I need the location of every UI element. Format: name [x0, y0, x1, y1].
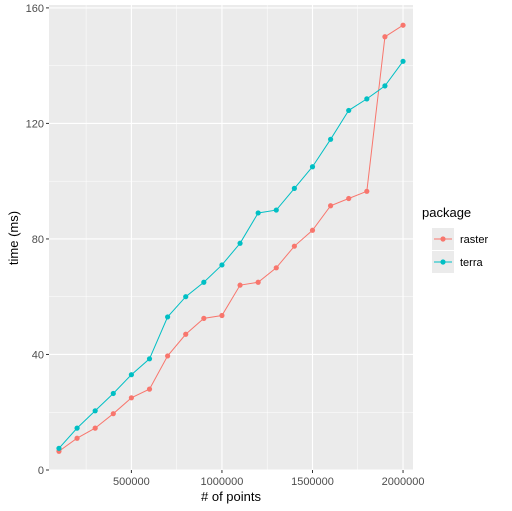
data-point-terra	[183, 294, 189, 300]
data-point-raster	[128, 395, 134, 401]
legend-item-raster: raster	[432, 228, 488, 250]
minor-gridlines	[49, 5, 413, 470]
data-point-raster	[74, 435, 80, 441]
y-tick-label: 80	[32, 234, 44, 246]
data-point-raster	[183, 331, 189, 337]
x-axis-ticks: 500000 1000000 1500000 2000000	[113, 470, 424, 488]
data-point-raster	[328, 203, 334, 209]
y-tick-label: 120	[26, 118, 44, 130]
data-point-terra	[382, 83, 388, 89]
data-point-raster	[201, 315, 207, 321]
x-tick-label: 1500000	[291, 476, 334, 488]
data-point-terra	[255, 210, 261, 216]
data-point-terra	[346, 107, 352, 114]
major-gridlines	[49, 5, 413, 471]
data-point-terra	[56, 445, 62, 451]
data-point-terra	[165, 314, 171, 320]
data-point-raster	[237, 282, 243, 288]
data-point-raster	[165, 353, 171, 359]
x-tick-label: 2000000	[382, 476, 425, 488]
y-tick-label: 160	[26, 3, 44, 15]
data-point-raster	[364, 188, 370, 194]
data-point-raster	[146, 386, 153, 392]
series-terra	[56, 58, 406, 451]
data-point-terra	[364, 96, 370, 102]
legend-item-terra: terra	[432, 251, 484, 273]
legend-key-point	[440, 259, 446, 265]
data-point-raster	[309, 227, 316, 233]
series-line-terra	[58, 61, 404, 449]
data-point-raster	[110, 411, 116, 417]
series-layer	[56, 22, 406, 454]
y-axis-title: time (ms)	[6, 211, 21, 265]
data-point-terra	[309, 164, 316, 170]
data-point-raster	[219, 312, 225, 319]
data-point-raster	[382, 34, 388, 40]
data-point-terra	[146, 356, 153, 362]
legend-key-point	[440, 236, 446, 242]
legend-label: raster	[460, 234, 488, 246]
data-point-raster	[291, 243, 297, 249]
legend: package raster terra	[422, 205, 488, 273]
x-tick-label: 500000	[113, 476, 150, 488]
data-point-terra	[400, 58, 406, 64]
data-point-terra	[201, 279, 207, 285]
x-axis-title: # of points	[201, 489, 261, 504]
data-point-terra	[74, 425, 80, 431]
x-tick-label: 1000000	[201, 476, 244, 488]
legend-title: package	[422, 205, 471, 220]
legend-label: terra	[460, 257, 484, 269]
series-line-raster	[58, 24, 404, 452]
series-raster	[56, 22, 406, 454]
y-tick-label: 0	[38, 465, 44, 477]
plot-panel	[49, 5, 413, 470]
data-point-raster	[346, 195, 352, 202]
data-point-terra	[128, 372, 134, 378]
data-point-terra	[328, 136, 334, 142]
data-point-terra	[92, 408, 98, 414]
data-point-terra	[237, 240, 243, 246]
data-point-raster	[92, 425, 98, 431]
y-tick-label: 40	[32, 349, 44, 361]
data-point-terra	[110, 390, 116, 397]
data-point-terra	[291, 185, 297, 192]
data-point-terra	[219, 262, 225, 268]
data-point-raster	[255, 279, 261, 285]
data-point-raster	[273, 265, 279, 271]
data-point-raster	[400, 22, 406, 28]
y-axis-ticks: 0 40 80 120 160	[26, 3, 49, 477]
data-point-terra	[273, 207, 279, 213]
